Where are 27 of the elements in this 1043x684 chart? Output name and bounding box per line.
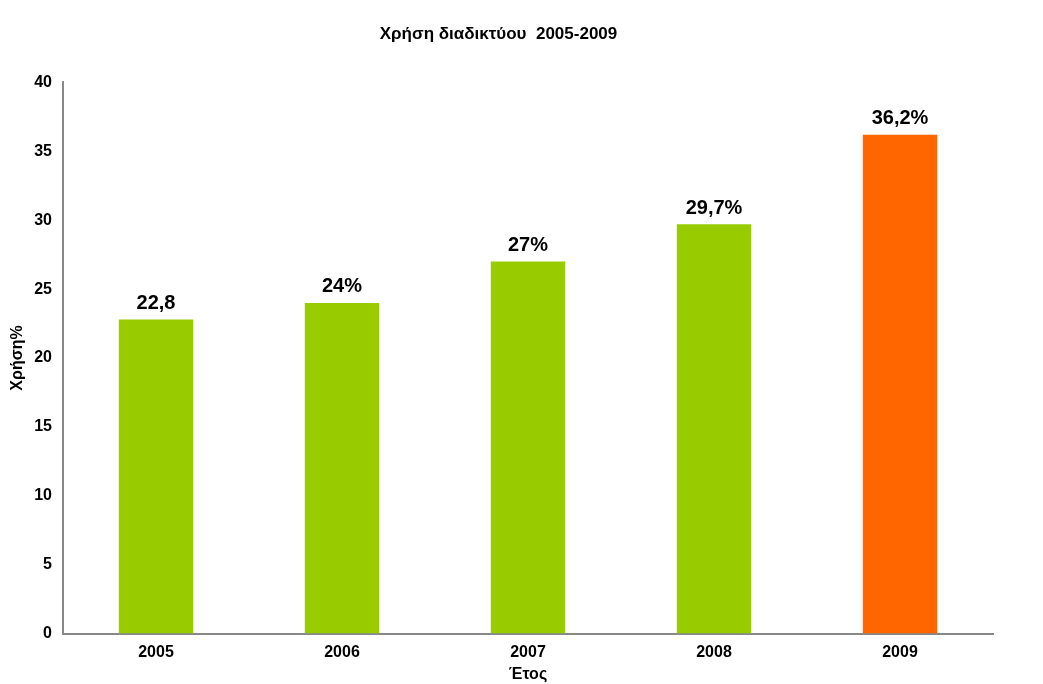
y-tick-label: 10	[34, 486, 53, 504]
y-tick-label: 5	[43, 555, 53, 573]
x-tick-label: 2006	[324, 642, 360, 660]
bar	[490, 261, 566, 634]
x-axis-title: Έτος	[508, 664, 548, 683]
y-tick-label: 35	[34, 141, 53, 159]
x-tick-label: 2007	[510, 642, 546, 660]
y-tick-label: 25	[34, 279, 53, 297]
y-tick-label: 20	[34, 348, 53, 366]
y-tick-label: 30	[34, 210, 53, 228]
y-tick-label: 15	[34, 417, 53, 435]
bar	[676, 224, 752, 634]
y-tick-label: 40	[34, 72, 53, 90]
x-tick-label: 2005	[138, 642, 174, 660]
x-tick-label: 2008	[696, 642, 732, 660]
data-label: 27%	[507, 233, 549, 256]
x-tick-label: 2009	[882, 642, 918, 660]
data-label: 36,2%	[871, 106, 929, 129]
bar	[862, 134, 938, 634]
data-label: 22,8	[136, 290, 176, 313]
y-tick-label: 0	[43, 624, 53, 642]
bar	[304, 302, 380, 634]
y-axis-title: Χρήση%	[8, 325, 26, 391]
chart-title: Χρήση διαδικτύου 2005-2009	[379, 23, 618, 43]
data-label: 29,7%	[685, 195, 743, 218]
data-label: 24%	[321, 274, 363, 297]
bar	[118, 319, 194, 634]
